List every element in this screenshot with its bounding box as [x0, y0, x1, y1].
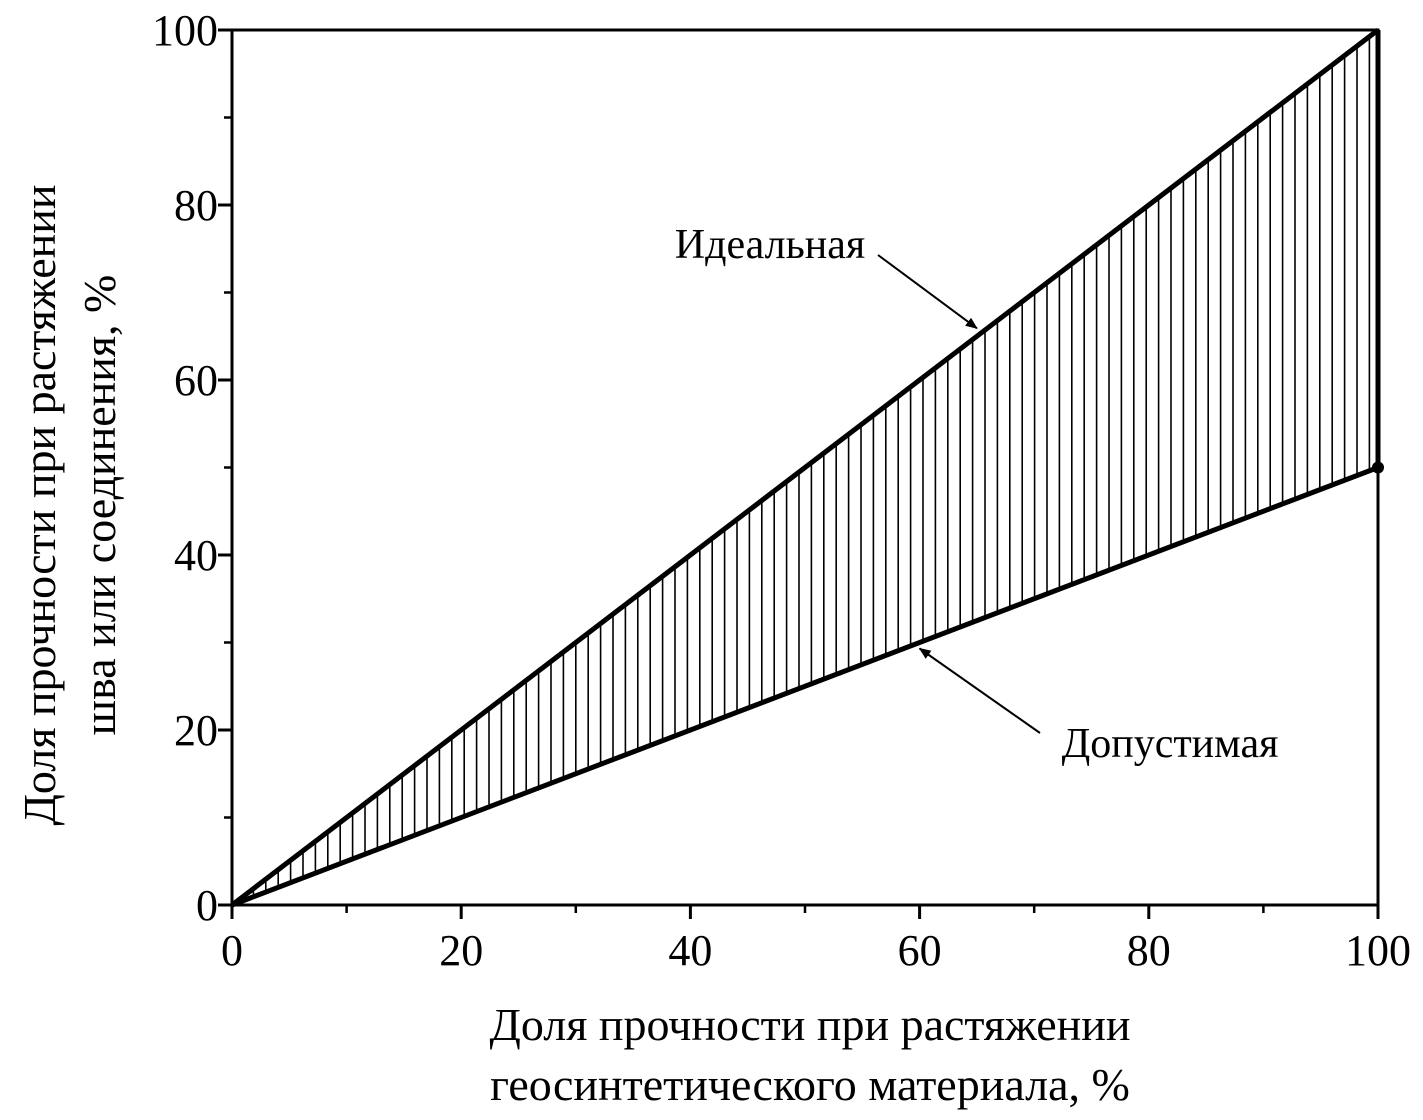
annotations: Идеальная Допустимая	[675, 222, 1279, 767]
series-line-allowable	[231, 465, 1379, 908]
y-tick-label: 40	[174, 531, 218, 580]
tick-labels: 0 20 40 60 80 100 0 20 40 60 80 100	[152, 6, 1411, 975]
y-tick-label: 60	[174, 356, 218, 405]
hatch-region	[240, 36, 1371, 902]
x-tick-label: 60	[898, 926, 942, 975]
y-tick-label: 20	[174, 706, 218, 755]
y-tick-label: 100	[152, 6, 218, 55]
annotation-label: Идеальная	[675, 222, 865, 268]
x-tick-label: 0	[221, 926, 243, 975]
annotation-arrow	[877, 254, 978, 330]
y-axis-title-line-1: Доля прочности при растяжении	[14, 184, 65, 825]
x-tick-label: 80	[1127, 926, 1171, 975]
x-tick-label: 40	[668, 926, 712, 975]
x-tick-label: 100	[1345, 926, 1411, 975]
annotation-label: Допустимая	[1062, 721, 1279, 767]
series-line-ideal	[230, 28, 1380, 907]
ticks	[218, 28, 1380, 919]
x-axis-title-line-2: геосинтетического материала, %	[490, 1059, 1130, 1110]
y-tick-label: 80	[174, 181, 218, 230]
y-tick-label: 0	[196, 881, 218, 930]
annotation-arrow	[918, 647, 1041, 734]
x-axis-title-line-1: Доля прочности при растяжении	[489, 999, 1130, 1050]
series-layer	[230, 28, 1384, 908]
x-tick-label: 20	[439, 926, 483, 975]
y-axis-title-line-2: шва или соединения, %	[74, 275, 125, 736]
